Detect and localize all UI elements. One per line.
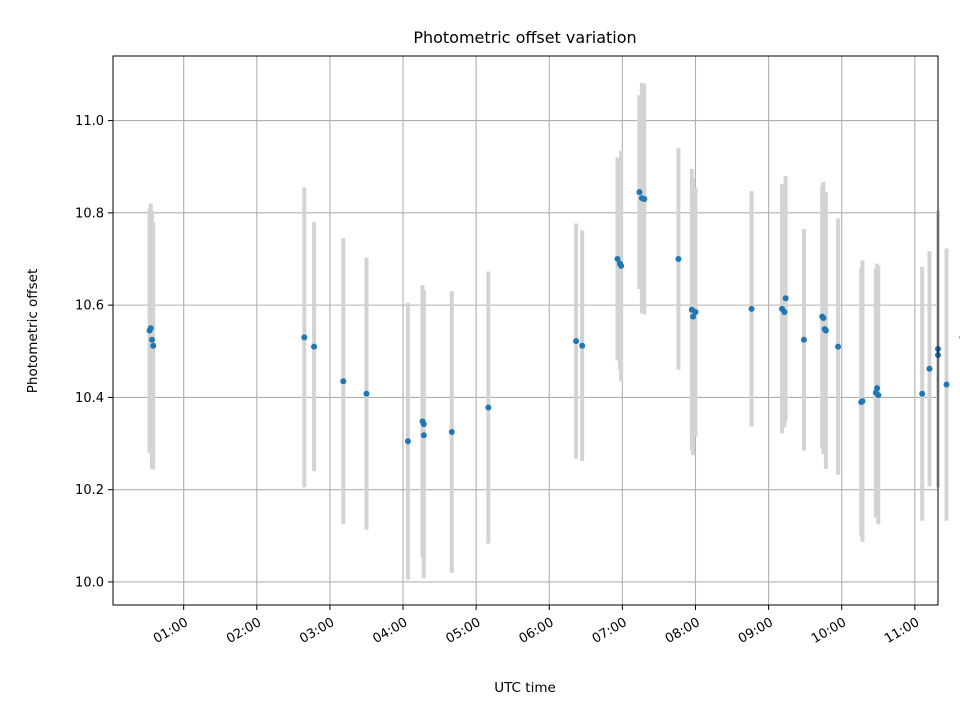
x-tick-label: 11:00 <box>882 615 922 647</box>
data-point <box>573 338 580 345</box>
axis-ticks: 01:00 02:00 03:00 04:00 05:00 06:00 07:00 08:00… <box>75 114 922 647</box>
y-tick-label: 10.4 <box>75 391 104 406</box>
x-tick-label: 10:00 <box>809 615 849 647</box>
data-point <box>618 262 625 269</box>
data-point <box>781 309 788 316</box>
data-point <box>820 315 827 322</box>
data-point <box>301 334 308 341</box>
y-tick-label: 11.0 <box>75 114 104 129</box>
data-point <box>800 336 807 343</box>
data-point <box>311 343 318 350</box>
x-tick-label: 09:00 <box>736 615 776 647</box>
data-point <box>874 385 881 392</box>
data-point <box>692 309 699 316</box>
y-tick-label: 10.6 <box>75 299 104 314</box>
y-tick-label: 10.0 <box>75 575 104 590</box>
data-point <box>835 343 842 350</box>
data-point <box>150 342 157 349</box>
data-point <box>340 378 347 385</box>
data-point <box>420 421 427 428</box>
chart-title: Photometric offset variation <box>413 28 636 47</box>
data-points <box>146 189 960 445</box>
data-point <box>748 305 755 312</box>
data-point <box>859 398 866 405</box>
plot-frame <box>112 55 939 606</box>
y-tick-label: 10.8 <box>75 206 104 221</box>
x-tick-label: 08:00 <box>663 615 703 647</box>
x-tick-label: 03:00 <box>297 615 337 647</box>
x-tick-label: 07:00 <box>590 615 630 647</box>
x-tick-label: 06:00 <box>517 615 557 647</box>
data-point <box>943 381 950 388</box>
x-tick-label: 04:00 <box>370 615 410 647</box>
data-point <box>690 313 697 320</box>
y-axis-label: Photometric offset <box>25 269 41 393</box>
data-point <box>420 432 427 439</box>
data-point <box>782 295 789 302</box>
x-tick-label: 05:00 <box>443 615 483 647</box>
error-bars <box>147 82 949 580</box>
data-point <box>641 196 648 203</box>
data-point <box>448 428 455 435</box>
grid <box>113 56 938 605</box>
data-point <box>147 325 154 332</box>
data-point <box>614 255 621 262</box>
data-point <box>822 327 829 334</box>
data-point <box>636 189 643 196</box>
data-point <box>875 392 882 399</box>
data-point <box>926 365 933 372</box>
data-point <box>579 342 586 349</box>
data-point <box>148 336 155 343</box>
y-tick-label: 10.2 <box>75 483 104 498</box>
x-axis-label: UTC time <box>494 680 556 696</box>
data-point <box>485 404 492 411</box>
data-point <box>675 255 682 262</box>
data-point <box>363 390 370 397</box>
data-point <box>919 390 926 397</box>
data-point <box>404 438 411 445</box>
x-tick-label: 01:00 <box>151 615 191 647</box>
x-tick-label: 02:00 <box>224 615 264 647</box>
